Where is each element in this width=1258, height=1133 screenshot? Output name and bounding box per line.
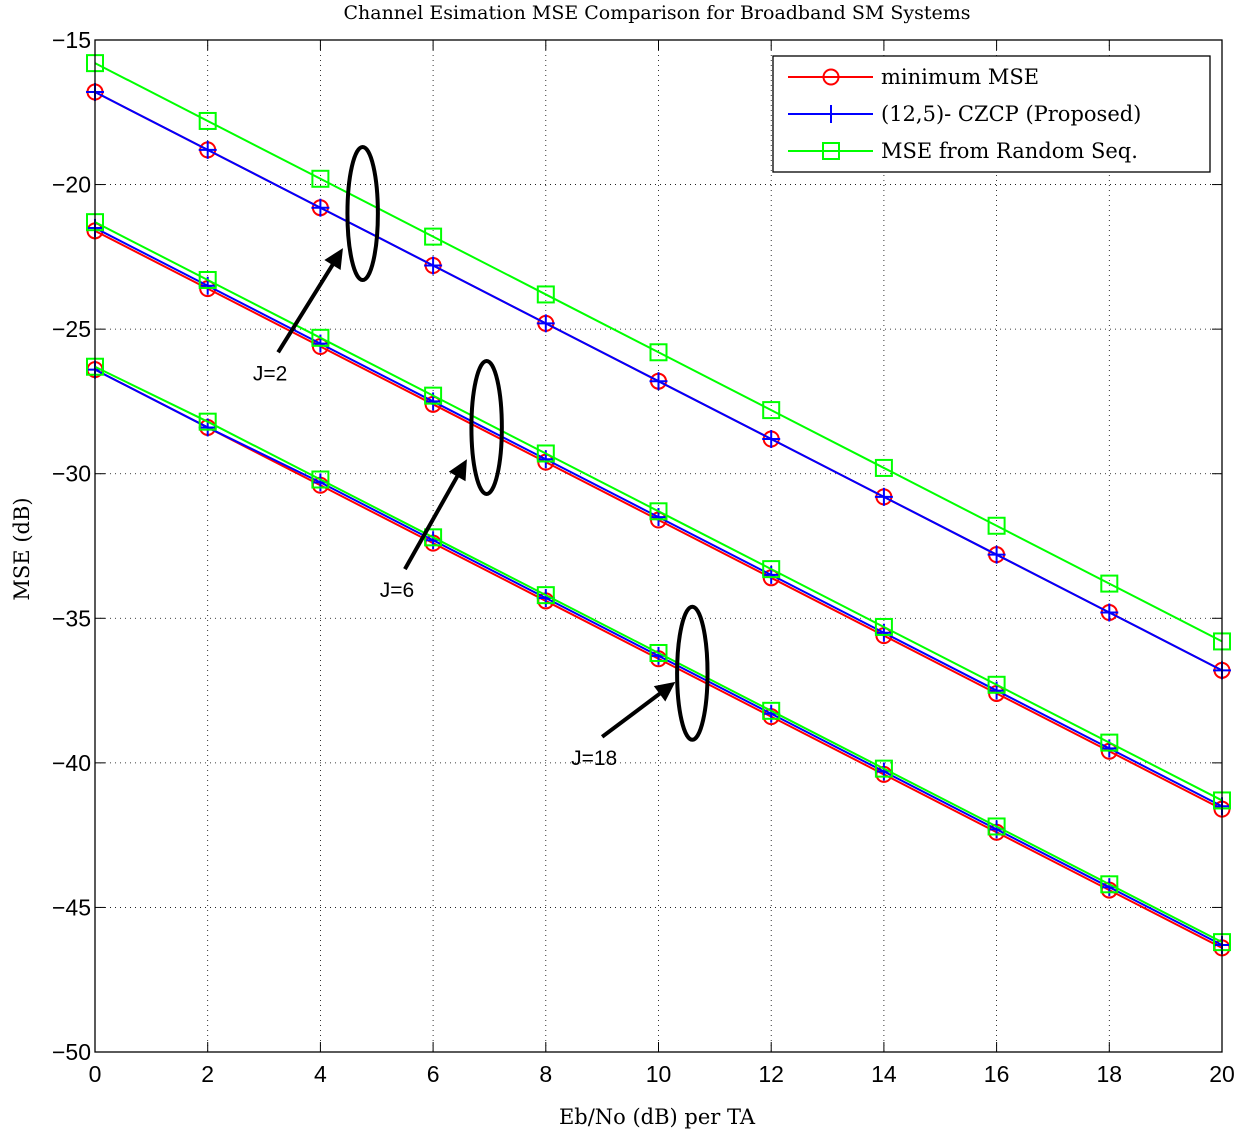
square-marker bbox=[987, 516, 1006, 535]
y-tick-label: −45 bbox=[52, 894, 91, 920]
square-marker bbox=[1100, 574, 1119, 593]
y-tick-label: −40 bbox=[52, 750, 91, 776]
y-tick-label: −30 bbox=[52, 461, 91, 487]
legend-item: MSE from Random Seq. bbox=[788, 139, 1138, 163]
annotation-arrow-head bbox=[653, 681, 676, 702]
y-tick-label: −15 bbox=[52, 27, 91, 53]
legend-item: (12,5)- CZCP (Proposed) bbox=[788, 102, 1141, 126]
square-marker bbox=[822, 142, 840, 160]
x-tick-label: 6 bbox=[427, 1061, 440, 1087]
square-marker bbox=[536, 586, 555, 605]
square-marker bbox=[649, 343, 668, 362]
chart-title: Channel Esimation MSE Comparison for Bro… bbox=[343, 2, 970, 24]
series-line bbox=[94, 221, 1223, 802]
square-marker bbox=[649, 502, 668, 521]
x-tick-label: 0 bbox=[89, 1061, 102, 1087]
annotation-ellipse bbox=[469, 358, 504, 496]
square-marker bbox=[649, 643, 668, 662]
y-axis-label: MSE (dB) bbox=[10, 497, 34, 600]
annotation-j6: J=6 bbox=[380, 358, 504, 602]
square-marker bbox=[536, 444, 555, 463]
legend-label: (12,5)- CZCP (Proposed) bbox=[881, 102, 1141, 126]
square-marker bbox=[198, 111, 217, 130]
series-layer bbox=[86, 54, 1231, 957]
series-line bbox=[94, 62, 1223, 643]
square-marker bbox=[1100, 733, 1119, 752]
annotation-arrow-shaft bbox=[403, 470, 462, 571]
annotation-ellipse bbox=[345, 144, 380, 282]
annotations-layer: J=2 J=6 J=18 bbox=[253, 144, 710, 770]
annotation-arrow-head bbox=[448, 459, 467, 482]
x-tick-label: 16 bbox=[984, 1061, 1010, 1087]
x-tick-label: 18 bbox=[1097, 1061, 1123, 1087]
x-tick-label: 20 bbox=[1209, 1061, 1235, 1087]
square-marker bbox=[311, 169, 330, 188]
annotation-arrow-head bbox=[324, 248, 343, 271]
square-marker bbox=[1100, 875, 1119, 894]
annotation-j18: J=18 bbox=[571, 604, 710, 770]
legend-label: minimum MSE bbox=[881, 65, 1039, 89]
square-marker bbox=[198, 412, 217, 431]
y-tick-label: −20 bbox=[52, 172, 91, 198]
legend: minimum MSE (12,5)- CZCP (Proposed) MSE fr… bbox=[772, 55, 1211, 173]
x-tick-label: 12 bbox=[758, 1061, 784, 1087]
square-marker bbox=[762, 701, 781, 720]
y-tick-label: −35 bbox=[52, 605, 91, 631]
annotation-arrow-shaft bbox=[600, 688, 666, 739]
square-marker bbox=[874, 458, 893, 477]
y-tick-label: −25 bbox=[52, 316, 91, 342]
legend-item: minimum MSE bbox=[788, 65, 1039, 89]
square-marker bbox=[874, 759, 893, 778]
annotation-ellipse bbox=[675, 604, 710, 742]
circle-marker bbox=[822, 68, 840, 86]
series-line bbox=[94, 365, 1223, 944]
series-square-j2 bbox=[86, 54, 1231, 651]
square-marker bbox=[536, 285, 555, 304]
series-square-j6 bbox=[86, 213, 1231, 810]
annotation-j2: J=2 bbox=[253, 144, 380, 385]
square-marker bbox=[987, 817, 1006, 836]
square-marker bbox=[311, 328, 330, 347]
annotation-label: J=2 bbox=[253, 362, 287, 385]
x-tick-label: 8 bbox=[539, 1061, 552, 1087]
y-tick-label: −50 bbox=[52, 1039, 91, 1065]
annotation-label: J=18 bbox=[571, 747, 617, 770]
x-tick-label: 2 bbox=[201, 1061, 214, 1087]
square-marker bbox=[424, 386, 443, 405]
annotation-arrow-shaft bbox=[276, 259, 338, 354]
square-marker bbox=[762, 401, 781, 420]
x-tick-label: 4 bbox=[314, 1061, 327, 1087]
square-marker bbox=[424, 227, 443, 246]
square-marker bbox=[311, 470, 330, 489]
square-marker bbox=[987, 675, 1006, 694]
square-marker bbox=[874, 617, 893, 636]
legend-label: MSE from Random Seq. bbox=[881, 139, 1138, 163]
square-marker bbox=[762, 560, 781, 579]
x-tick-label: 14 bbox=[871, 1061, 897, 1087]
x-tick-label: 10 bbox=[646, 1061, 672, 1087]
x-axis-label: Eb/No (dB) per TA bbox=[559, 1105, 756, 1129]
square-marker bbox=[198, 270, 217, 289]
annotation-label: J=6 bbox=[380, 579, 414, 602]
axis-ticks: 0 2 4 6 8 10 12 14 16 18 20 −50 −45 −40 −35 −30 −25 −20 −1… bbox=[52, 27, 1235, 1087]
